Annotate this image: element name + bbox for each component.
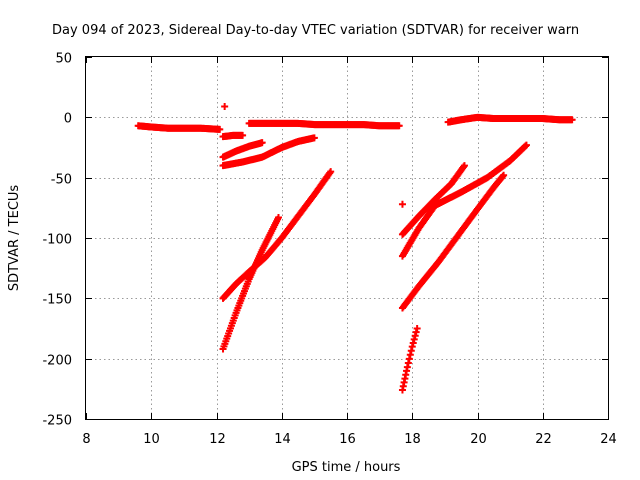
- x-tick-label: 12: [209, 432, 226, 447]
- data-point: [398, 200, 406, 208]
- series-arc-1: [134, 122, 224, 133]
- y-tick-label: -50: [51, 173, 72, 188]
- series-arc-14: [444, 113, 576, 126]
- series-arc-9: [398, 200, 406, 208]
- data-point: [310, 134, 318, 142]
- data-point: [395, 122, 403, 130]
- series-arc-12: [398, 171, 508, 312]
- y-tick-label: -100: [42, 233, 72, 248]
- x-tick-label: 24: [600, 432, 617, 447]
- x-axis-label: GPS time / hours: [292, 460, 401, 475]
- plot-frame: [85, 56, 609, 420]
- y-tick-label: -250: [42, 414, 72, 429]
- x-tick-label: 16: [339, 432, 356, 447]
- data-point: [500, 171, 508, 179]
- series-arc-13: [398, 325, 421, 394]
- x-tick-label: 10: [143, 432, 160, 447]
- data-point: [221, 102, 229, 110]
- y-axis-label: SDTVAR / TECUs: [7, 185, 22, 292]
- data-point: [274, 213, 282, 221]
- series-arc-11: [398, 141, 530, 260]
- x-tick-label: 18: [404, 432, 421, 447]
- y-tick-label: -200: [42, 354, 72, 369]
- series-arc-4: [245, 119, 403, 130]
- series-arc-2: [221, 102, 229, 110]
- data-point: [413, 325, 421, 332]
- data-point: [258, 139, 266, 147]
- data-point: [327, 168, 335, 176]
- y-tick-label: 0: [64, 112, 72, 127]
- x-tick-label: 22: [535, 432, 552, 447]
- data-point: [460, 162, 468, 170]
- data-point: [216, 125, 224, 133]
- data-point: [239, 131, 247, 139]
- y-tick-label: 50: [55, 52, 72, 67]
- series-arc-5: [219, 139, 266, 161]
- data-points: [134, 102, 576, 394]
- series-arc-7: [219, 168, 335, 302]
- chart-title: Day 094 of 2023, Sidereal Day-to-day VTE…: [52, 23, 579, 38]
- series-arc-6: [219, 134, 318, 170]
- x-tick-label: 14: [274, 432, 291, 447]
- grid-lines: [86, 57, 608, 419]
- y-tick-label: -150: [42, 293, 72, 308]
- series-arc-10: [398, 162, 468, 238]
- x-tick-label: 8: [82, 432, 90, 447]
- x-tick-label: 20: [470, 432, 487, 447]
- tick-labels: 8 10 12 14 16 18 20 22 24 50 0 -50 -100 -150 -200 -250: [42, 52, 616, 448]
- data-point: [522, 141, 530, 149]
- series-arc-8: [219, 213, 282, 353]
- data-point: [568, 116, 576, 124]
- series-arc-3: [219, 131, 247, 141]
